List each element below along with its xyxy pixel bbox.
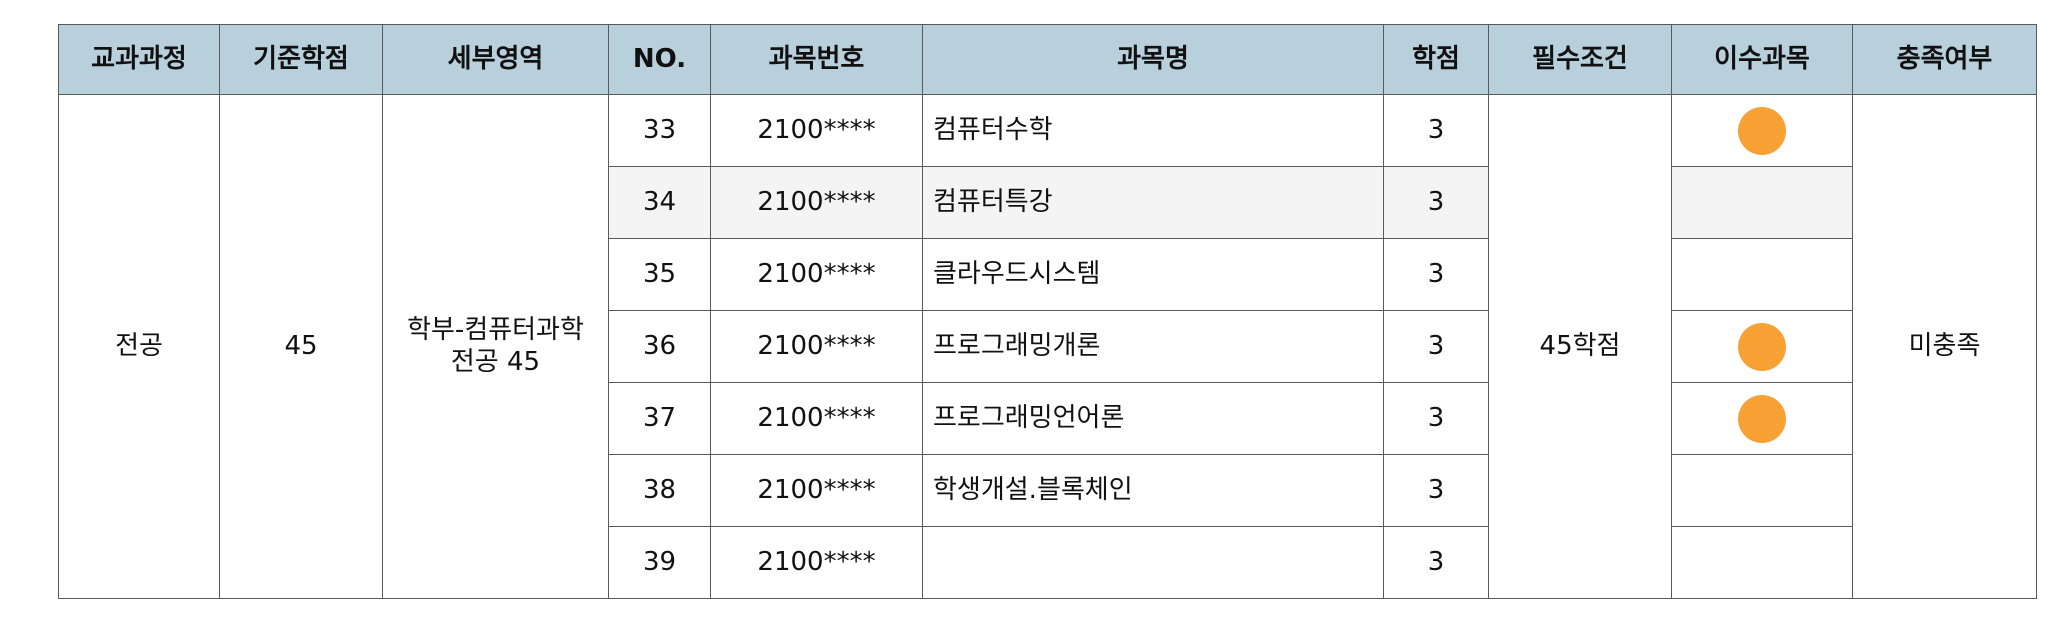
row-no: 38 xyxy=(608,454,711,527)
course-name: 컴퓨터수학 xyxy=(922,94,1384,167)
row-no: 37 xyxy=(608,382,711,455)
base-credits-cell: 45 xyxy=(219,94,383,599)
course-credits: 3 xyxy=(1383,94,1489,167)
header-credits: 학점 xyxy=(1383,24,1489,95)
table-row: 38 2100**** 학생개설.블록체인 3 xyxy=(59,454,2037,527)
course-code: 2100**** xyxy=(710,94,923,167)
course-code: 2100**** xyxy=(710,310,923,383)
completed-cell xyxy=(1671,166,1853,239)
course-code: 2100**** xyxy=(710,382,923,455)
completed-dot-icon xyxy=(1738,322,1786,371)
course-name: 프로그래밍언어론 xyxy=(922,382,1384,455)
course-credits: 3 xyxy=(1383,238,1489,311)
course-credits: 3 xyxy=(1383,310,1489,383)
course-code: 2100**** xyxy=(710,166,923,239)
course-name: 학생개설.블록체인 xyxy=(922,454,1384,527)
sub-area-cell: 학부-컴퓨터과학 전공 45 xyxy=(382,94,609,599)
table-body: 전공 45 학부-컴퓨터과학 전공 45 33 2100**** 컴퓨터수학 3… xyxy=(58,94,2037,599)
completed-dot-icon xyxy=(1738,106,1786,155)
table-row: 전공 45 학부-컴퓨터과학 전공 45 33 2100**** 컴퓨터수학 3… xyxy=(58,94,2037,599)
sub-area-label: 학부-컴퓨터과학 전공 45 xyxy=(407,315,584,377)
course-name: 클라우드시스템 xyxy=(922,238,1384,311)
table-header: 교과과정 기준학점 세부영역 NO. 과목번호 과목명 학점 필수조건 이수과목… xyxy=(58,24,2037,95)
course-code: 2100**** xyxy=(710,238,923,311)
header-satisfied: 충족여부 xyxy=(1852,24,2037,95)
table-row: 36 2100**** 프로그래밍개론 3 xyxy=(59,310,2037,383)
row-no: 35 xyxy=(608,238,711,311)
table-row: 34 2100**** 컴퓨터특강 3 xyxy=(59,166,2037,239)
header-course-name: 과목명 xyxy=(922,24,1384,95)
header-curriculum: 교과과정 xyxy=(58,24,220,95)
completed-dot-icon xyxy=(1738,394,1786,443)
table-row: 39 2100**** 3 xyxy=(59,526,2037,599)
row-no: 33 xyxy=(608,94,711,167)
course-name xyxy=(922,526,1384,599)
table-row: 35 2100**** 클라우드시스템 3 xyxy=(59,238,2037,311)
course-code: 2100**** xyxy=(710,454,923,527)
satisfied-cell: 미충족 xyxy=(1852,94,2037,599)
completed-cell xyxy=(1671,454,1853,527)
header-completed: 이수과목 xyxy=(1671,24,1853,95)
header-row: 교과과정 기준학점 세부영역 NO. 과목번호 과목명 학점 필수조건 이수과목… xyxy=(58,24,2037,95)
course-code: 2100**** xyxy=(710,526,923,599)
course-credits: 3 xyxy=(1383,454,1489,527)
row-no: 34 xyxy=(608,166,711,239)
course-credits: 3 xyxy=(1383,166,1489,239)
course-credits: 3 xyxy=(1383,526,1489,599)
completed-cell xyxy=(1671,238,1853,311)
course-credits: 3 xyxy=(1383,382,1489,455)
header-sub-area: 세부영역 xyxy=(382,24,609,95)
curriculum-table: 교과과정 기준학점 세부영역 NO. 과목번호 과목명 학점 필수조건 이수과목… xyxy=(58,24,2037,599)
completed-cell xyxy=(1671,94,1853,167)
completed-cell xyxy=(1671,382,1853,455)
course-name: 프로그래밍개론 xyxy=(922,310,1384,383)
course-name: 컴퓨터특강 xyxy=(922,166,1384,239)
header-course-code: 과목번호 xyxy=(710,24,923,95)
header-requirement: 필수조건 xyxy=(1488,24,1672,95)
row-no: 39 xyxy=(608,526,711,599)
completed-cell xyxy=(1671,526,1853,599)
requirement-cell: 45학점 xyxy=(1488,94,1672,599)
completed-cell xyxy=(1671,310,1853,383)
header-no: NO. xyxy=(608,24,711,95)
header-base-credits: 기준학점 xyxy=(219,24,383,95)
curriculum-cell: 전공 xyxy=(58,94,220,599)
row-no: 36 xyxy=(608,310,711,383)
